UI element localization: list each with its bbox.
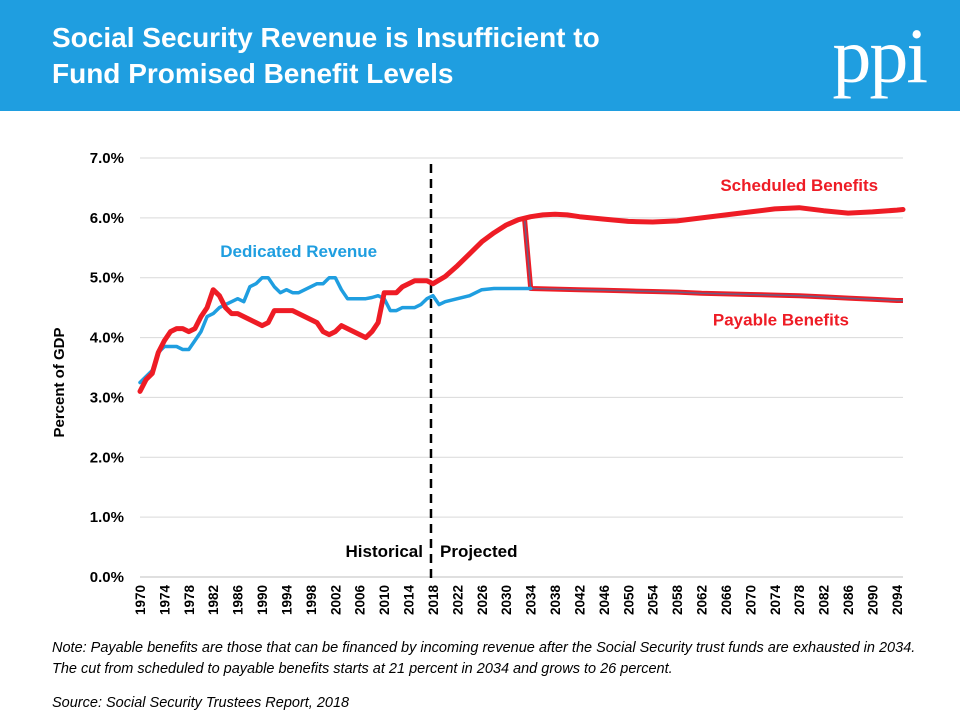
series-label: Scheduled Benefits <box>720 176 878 195</box>
payable-benefits-line-core <box>523 219 903 302</box>
chart-source: Source: Social Security Trustees Report,… <box>52 695 350 711</box>
series-label: Payable Benefits <box>713 311 849 330</box>
x-tick-label: 2030 <box>499 585 514 615</box>
x-tick-label: 1990 <box>255 585 270 615</box>
x-tick-label: 2066 <box>719 585 734 616</box>
title-line-1: Social Security Revenue is Insufficient … <box>52 22 600 53</box>
y-tick-label: 6.0% <box>90 210 124 227</box>
chart-note: Note: Payable benefits are those that ca… <box>52 640 916 677</box>
x-tick-label: 2006 <box>353 585 368 616</box>
x-tick-label: 2034 <box>524 585 539 616</box>
chart-title: Social Security Revenue is Insufficient … <box>52 20 752 92</box>
x-tick-label: 1978 <box>182 585 197 616</box>
line-chart: 0.0% 1.0% 2.0% 3.0% 4.0% 5.0% 6.0% 7.0% 1970 1974… <box>51 150 906 616</box>
x-tick-label: 2054 <box>646 585 661 616</box>
x-tick-label: 2074 <box>768 585 783 616</box>
title-line-2: Fund Promised Benefit Levels <box>52 58 454 89</box>
x-tick-label: 2090 <box>865 585 880 615</box>
x-tick-label: 2050 <box>621 585 636 615</box>
header-banner: Social Security Revenue is Insufficient … <box>0 0 960 111</box>
y-tick-label: 5.0% <box>90 270 124 287</box>
ppi-logo: ppi <box>832 12 928 99</box>
y-tick-label: 7.0% <box>90 150 124 167</box>
y-tick-label: 2.0% <box>90 449 124 466</box>
x-tick-label: 2026 <box>475 585 490 616</box>
x-tick-label: 2046 <box>597 585 612 616</box>
x-tick-label: 2010 <box>377 585 392 615</box>
x-tick-label: 1982 <box>206 585 221 615</box>
y-axis-label: Percent of GDP <box>51 327 68 437</box>
y-tick-label: 4.0% <box>90 330 124 347</box>
x-tick-label: 2094 <box>890 585 905 616</box>
historical-label: Historical <box>346 542 423 561</box>
x-tick-label: 2042 <box>572 585 587 615</box>
x-tick-label: 1986 <box>231 585 246 616</box>
x-tick-label: 2086 <box>841 585 856 616</box>
x-tick-label: 1974 <box>157 585 172 616</box>
x-tick-label: 2038 <box>548 585 563 616</box>
scheduled-benefits-line <box>137 205 906 394</box>
x-tick-label: 2002 <box>328 585 343 615</box>
payable-benefits-line <box>522 219 903 303</box>
series-label: Dedicated Revenue <box>220 242 377 261</box>
x-tick-label: 2078 <box>792 585 807 616</box>
dedicated-revenue-line <box>138 275 533 385</box>
x-tick-label: 2014 <box>402 585 417 616</box>
x-tick-label: 2082 <box>817 585 832 615</box>
x-tick-label: 2062 <box>695 585 710 615</box>
x-tick-label: 2070 <box>743 585 758 615</box>
x-tick-label: 2022 <box>450 585 465 615</box>
x-tick-label: 1970 <box>133 585 148 615</box>
x-tick-label: 2058 <box>670 585 685 616</box>
projected-label: Projected <box>440 542 517 561</box>
x-tick-label: 1994 <box>279 585 294 616</box>
y-tick-label: 3.0% <box>90 389 124 406</box>
x-tick-label: 2018 <box>426 585 441 616</box>
y-tick-label: 1.0% <box>90 509 124 526</box>
x-tick-label: 1998 <box>304 585 319 616</box>
y-tick-label: 0.0% <box>90 569 124 586</box>
